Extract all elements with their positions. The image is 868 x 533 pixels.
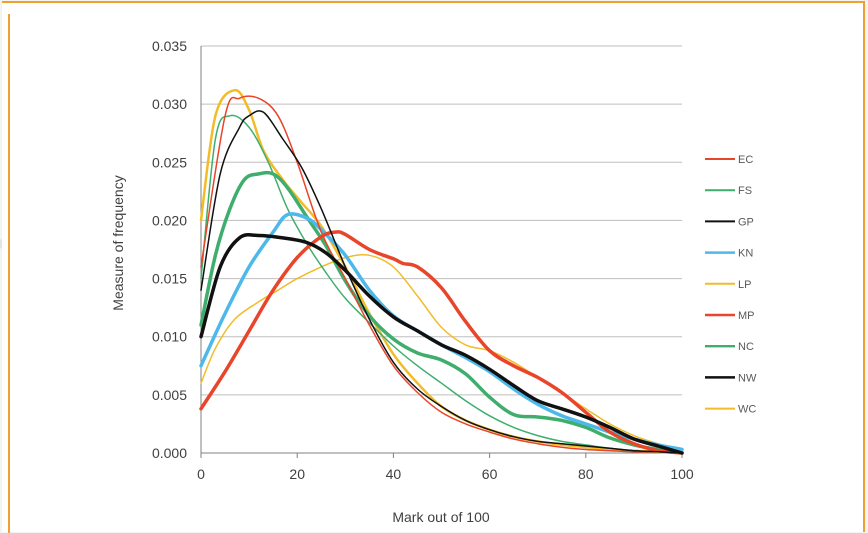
legend-item-nc: NC xyxy=(705,341,754,353)
x-tick-label: 100 xyxy=(670,466,694,482)
y-tick-label: 0.000 xyxy=(152,445,187,461)
legend-item-ec: EC xyxy=(705,154,753,166)
legend-item-kn: KN xyxy=(705,248,753,260)
y-tick-label: 0.030 xyxy=(152,96,187,112)
axes xyxy=(200,46,683,458)
series-line-fs xyxy=(200,114,683,454)
y-axis-title: Measure of frequency xyxy=(110,175,126,310)
x-axis-title: Mark out of 100 xyxy=(392,509,489,525)
panel-left-rule xyxy=(8,14,10,533)
x-tick-label: 20 xyxy=(289,466,305,482)
legend-item-fs: FS xyxy=(705,185,752,197)
x-tick-label: 0 xyxy=(197,466,205,482)
y-tick-label: 0.010 xyxy=(152,329,187,345)
x-tick-label: 60 xyxy=(482,466,498,482)
legend-label: GP xyxy=(738,216,754,228)
series-layer xyxy=(199,88,684,455)
legend-label: NW xyxy=(738,372,757,384)
legend-label: LP xyxy=(738,279,751,291)
legend-item-mp: MP xyxy=(705,310,755,322)
series-line-nw xyxy=(199,232,684,455)
legend-item-nw: NW xyxy=(705,372,757,384)
legend-label: KN xyxy=(738,248,753,260)
y-tick-label: 0.035 xyxy=(152,38,187,54)
series-line-kn xyxy=(199,212,684,452)
legend-label: EC xyxy=(738,154,753,166)
series-line-nc xyxy=(199,170,684,455)
y-tick-label: 0.025 xyxy=(152,154,187,170)
legend-label: WC xyxy=(738,404,756,416)
series-line-mp xyxy=(199,230,684,455)
legend-label: FS xyxy=(738,185,752,197)
y-tick-label: 0.005 xyxy=(152,387,187,403)
legend: EC FS GP KN LP MP NC NW WC xyxy=(705,154,757,416)
legend-label: NC xyxy=(738,341,754,353)
series-line-wc xyxy=(200,254,683,451)
gridlines xyxy=(201,45,682,396)
legend-item-lp: LP xyxy=(705,279,751,291)
legend-item-wc: WC xyxy=(705,404,756,416)
legend-label: MP xyxy=(738,310,755,322)
x-tick-label: 40 xyxy=(386,466,402,482)
series-line-gp xyxy=(200,110,683,454)
legend-item-gp: GP xyxy=(705,216,754,228)
series-line-ec xyxy=(200,95,683,454)
x-tick-label: 80 xyxy=(578,466,594,482)
tick-labels: 0.000 0.005 0.010 0.015 0.020 0.025 0.030 0.035… xyxy=(152,38,694,482)
series-line-lp xyxy=(199,88,684,455)
y-tick-label: 0.020 xyxy=(152,212,187,228)
y-tick-label: 0.015 xyxy=(152,271,187,287)
